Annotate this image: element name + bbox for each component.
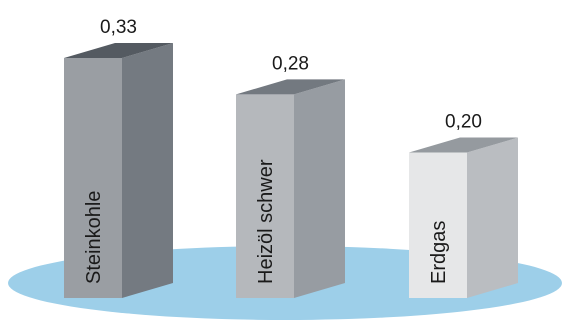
bar-side-face	[122, 43, 173, 298]
value-label: 0,28	[272, 53, 309, 74]
bar-2: 0,28 Heizöl schwer	[236, 53, 345, 298]
bar-top-face	[64, 43, 173, 58]
bars-group: 0,33 Steinkohle 0,28 Heizöl schwer 0,20 Erdga…	[64, 17, 518, 298]
bar-1: 0,33 Steinkohle	[64, 17, 173, 298]
bar-side-face	[467, 137, 518, 298]
bar-top-face	[236, 79, 345, 95]
category-label: Steinkohle	[83, 191, 105, 284]
value-label: 0,33	[100, 17, 137, 38]
bar-side-face	[294, 79, 345, 298]
value-label: 0,20	[445, 112, 482, 133]
bar-front-face	[409, 152, 467, 298]
category-label: Heizöl schwer	[255, 159, 277, 284]
category-label: Erdgas	[428, 221, 450, 284]
bar-front-face	[236, 94, 294, 298]
bar-3: 0,20 Erdgas	[409, 112, 518, 298]
bar-top-face	[409, 137, 518, 153]
bar-front-face	[64, 58, 122, 298]
